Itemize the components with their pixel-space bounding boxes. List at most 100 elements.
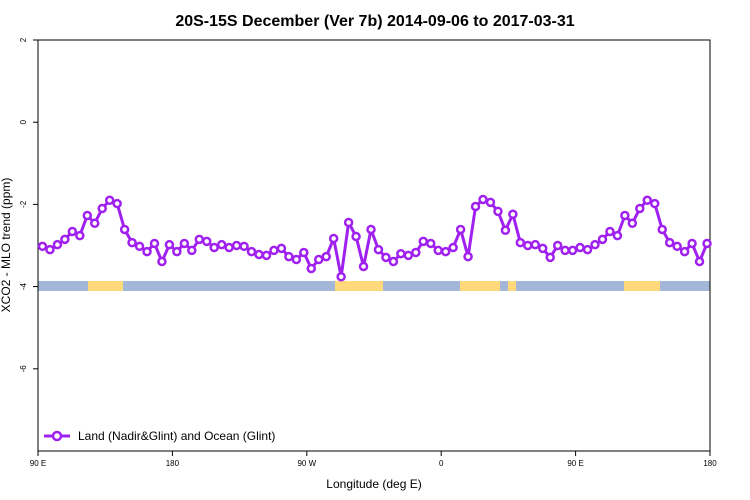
data-point [500, 225, 511, 236]
data-point [75, 230, 85, 241]
data-point [97, 203, 107, 214]
data-point [493, 206, 503, 217]
data-point [530, 239, 541, 250]
data-point [246, 246, 257, 257]
data-point [433, 245, 443, 256]
data-point [515, 237, 526, 248]
data-point [157, 256, 167, 267]
y-tick-label: -4 [19, 282, 28, 290]
data-point [127, 237, 137, 248]
land-strip [335, 281, 383, 291]
data-point [291, 254, 302, 265]
data-point [67, 226, 78, 237]
land-ocean-strip [38, 281, 710, 291]
data-point [537, 243, 548, 254]
data-point [627, 218, 638, 229]
data-point [470, 201, 481, 212]
y-axis-label: XCO2 - MLO trend (ppm) [0, 178, 13, 313]
data-point [582, 244, 593, 255]
data-point [201, 236, 212, 247]
data-point [112, 198, 122, 209]
data-point [299, 247, 309, 258]
land-strip [460, 281, 500, 291]
data-point [82, 210, 93, 221]
data-point [552, 240, 563, 251]
data-point [45, 244, 55, 255]
data-point [440, 246, 451, 257]
data-point [642, 195, 653, 206]
land-strip [624, 281, 660, 291]
data-point [142, 246, 152, 257]
data-point [485, 197, 496, 208]
data-point [37, 241, 48, 252]
data-point [209, 242, 219, 253]
data-point [269, 245, 279, 256]
y-tick-label: -6 [19, 365, 28, 373]
data-point [306, 263, 317, 274]
data-point [411, 247, 421, 258]
y-tick-label: 2 [19, 37, 28, 42]
data-point [52, 239, 63, 250]
data-point [351, 231, 361, 242]
data-point [679, 246, 690, 257]
y-tick-label: -2 [19, 200, 28, 208]
data-point [261, 250, 272, 261]
data-point [104, 195, 115, 206]
data-point [702, 238, 712, 249]
data-point [567, 245, 578, 256]
data-point [254, 249, 264, 260]
legend-marker [51, 430, 63, 442]
data-point [388, 256, 399, 267]
data-point [620, 210, 630, 221]
data-point [187, 245, 197, 256]
data-point [448, 242, 458, 253]
data-point [396, 248, 406, 259]
x-tick-label: 180 [703, 459, 717, 468]
x-tick-label: 90 E [30, 459, 46, 468]
data-point [276, 243, 287, 254]
data-point [239, 241, 249, 252]
legend-label: Land (Nadir&Glint) and Ocean (Glint) [78, 429, 275, 443]
data-point [425, 238, 436, 249]
data-point [649, 198, 660, 209]
x-tick-label: 180 [166, 459, 180, 468]
data-point [612, 230, 623, 241]
data-point [575, 242, 585, 253]
data-point [328, 233, 339, 244]
data-point [694, 256, 705, 267]
data-point [336, 271, 346, 282]
data-point [366, 224, 376, 235]
data-point [605, 226, 615, 237]
data-point [597, 234, 608, 245]
data-point [313, 254, 324, 265]
data-point [358, 261, 369, 272]
data-point [119, 224, 130, 235]
data-point [635, 203, 645, 214]
data-point [657, 224, 667, 235]
data-point [381, 252, 391, 263]
data-point [149, 238, 160, 249]
data-point [231, 240, 242, 251]
data-point [321, 251, 331, 262]
land-strip [508, 281, 516, 291]
data-point [687, 238, 697, 249]
land-strip [88, 281, 123, 291]
data-point [60, 234, 70, 245]
data-point [134, 241, 145, 252]
data-point [664, 237, 675, 248]
data-point [672, 241, 682, 252]
data-point [164, 239, 175, 250]
x-tick-label: 90 W [297, 459, 316, 468]
chart-title: 20S-15S December (Ver 7b) 2014-09-06 to … [175, 13, 574, 30]
data-point [478, 194, 488, 205]
data-point [194, 234, 205, 245]
data-point [590, 239, 600, 250]
data-point [179, 238, 190, 249]
data-point [373, 244, 384, 255]
data-point [523, 240, 533, 251]
data-point [224, 242, 234, 253]
data-point [545, 252, 555, 263]
data-point [343, 217, 354, 228]
y-tick-label: 0 [19, 119, 28, 124]
